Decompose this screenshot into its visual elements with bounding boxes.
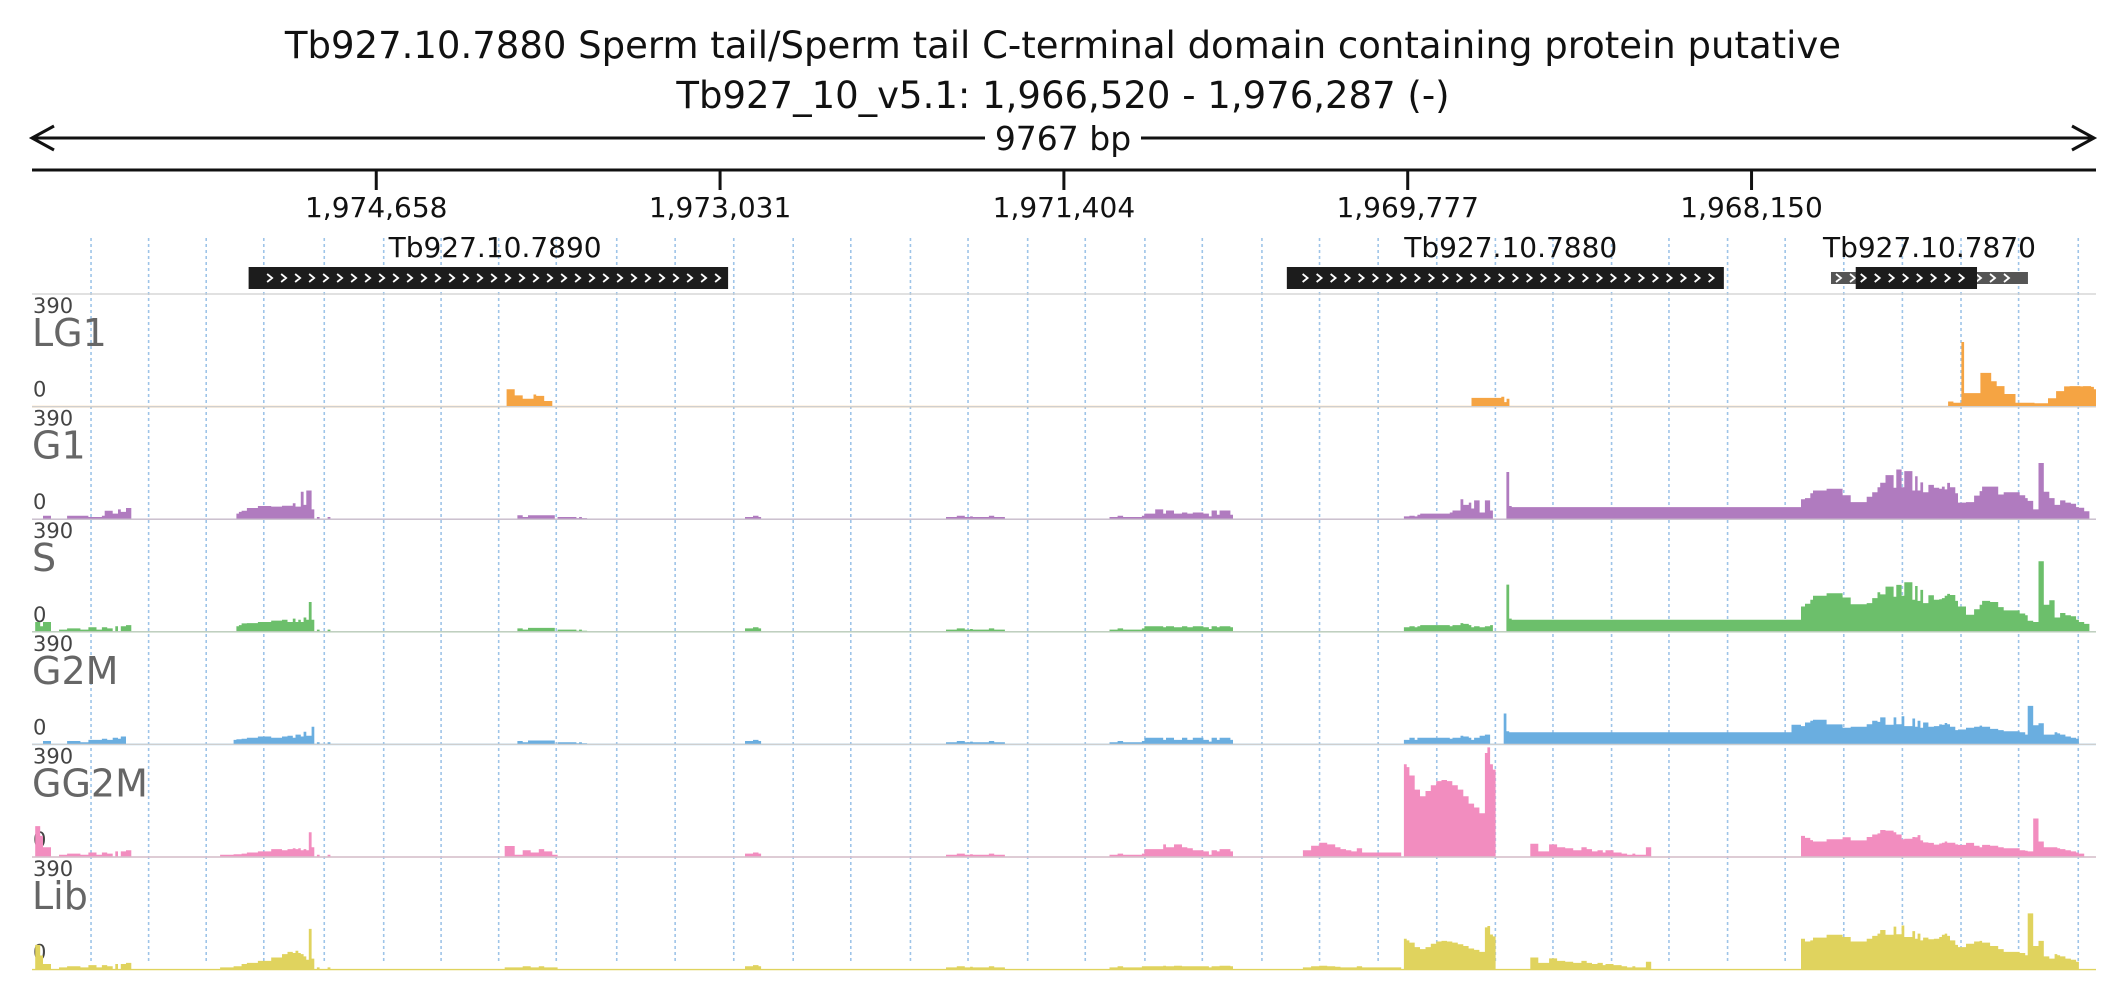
track-label: G1 xyxy=(32,424,86,468)
coverage-area xyxy=(32,913,2085,970)
ruler: 9767 bp 1,974,658 1,973,031 1,971,404 1,969,… xyxy=(28,119,2098,224)
gene-model[interactable]: Tb927.10.7880 xyxy=(1286,231,1724,289)
strand-chevrons xyxy=(266,273,722,283)
track-label: Lib xyxy=(32,874,88,918)
track-lib: 3900Lib xyxy=(32,856,2096,971)
span-arrow-right xyxy=(2071,124,2098,152)
coverage-tracks: 3900LG13900G13900S3900G2M3900GG2M3900Lib xyxy=(32,293,2096,971)
grid-lines xyxy=(90,238,2080,962)
strand-chevrons xyxy=(1302,273,1716,283)
chart-subtitle: Tb927_10_v5.1: 1,966,520 - 1,976,287 (-) xyxy=(675,74,1449,117)
ruler-tick-label: 1,969,777 xyxy=(1336,191,1479,224)
gene-cds xyxy=(248,267,729,289)
track-scale-max: 390 xyxy=(33,632,73,656)
gene-model[interactable]: Tb927.10.7870 xyxy=(1822,231,2036,289)
coverage-area xyxy=(32,463,2093,520)
track-label: LG1 xyxy=(32,311,107,355)
track-scale-min: 0 xyxy=(33,378,46,402)
chart-title: Tb927.10.7880 Sperm tail/Sperm tail C-te… xyxy=(284,24,1841,67)
track-scale-max: 390 xyxy=(33,294,73,318)
track-s: 390 0 S xyxy=(32,518,2096,633)
gene-cds xyxy=(1286,267,1724,289)
track-scale-min: 0 xyxy=(33,490,46,514)
track-scale-max: 390 xyxy=(33,519,73,543)
track-g1: 390 0 G1 xyxy=(32,406,2096,520)
ruler-tick-label: 1,971,404 xyxy=(993,191,1136,224)
gene-label: Tb927.10.7880 xyxy=(1403,231,1617,264)
track-scale-min: 0 xyxy=(33,603,46,627)
gene-cds xyxy=(1855,267,1978,289)
ruler-tick-label: 1,974,658 xyxy=(305,191,448,224)
track-scale-max: 390 xyxy=(33,407,73,431)
track-gg2m: 3900GG2M xyxy=(32,743,2096,858)
gene-label: Tb927.10.7870 xyxy=(1822,231,2036,264)
track-label: GG2M xyxy=(32,761,148,805)
span-arrow-left xyxy=(28,124,55,152)
ruler-tick-label: 1,973,031 xyxy=(649,191,792,224)
track-label: G2M xyxy=(32,649,118,693)
coverage-area xyxy=(32,747,2090,857)
gene-track[interactable]: Tb927.10.7890 Tb927.10.7880 Tb927.10.7870 xyxy=(248,231,2036,289)
track-lg1: 390 0 LG1 xyxy=(32,293,2096,408)
track-g2m: 390 0 G2M xyxy=(32,631,2096,746)
coverage-area xyxy=(32,342,2096,407)
span-label: 9767 bp xyxy=(995,119,1131,158)
coverage-area xyxy=(32,705,2085,745)
track-scale-max: 390 xyxy=(33,857,73,881)
gene-label: Tb927.10.7890 xyxy=(388,231,602,264)
track-label: S xyxy=(32,536,56,580)
ruler-tick-label: 1,968,150 xyxy=(1680,191,1823,224)
track-scale-max: 390 xyxy=(33,744,73,768)
coverage-area xyxy=(32,561,2093,632)
track-scale-min: 0 xyxy=(33,715,46,739)
strand-chevrons xyxy=(1860,273,1966,283)
gene-model[interactable]: Tb927.10.7890 xyxy=(248,231,729,289)
